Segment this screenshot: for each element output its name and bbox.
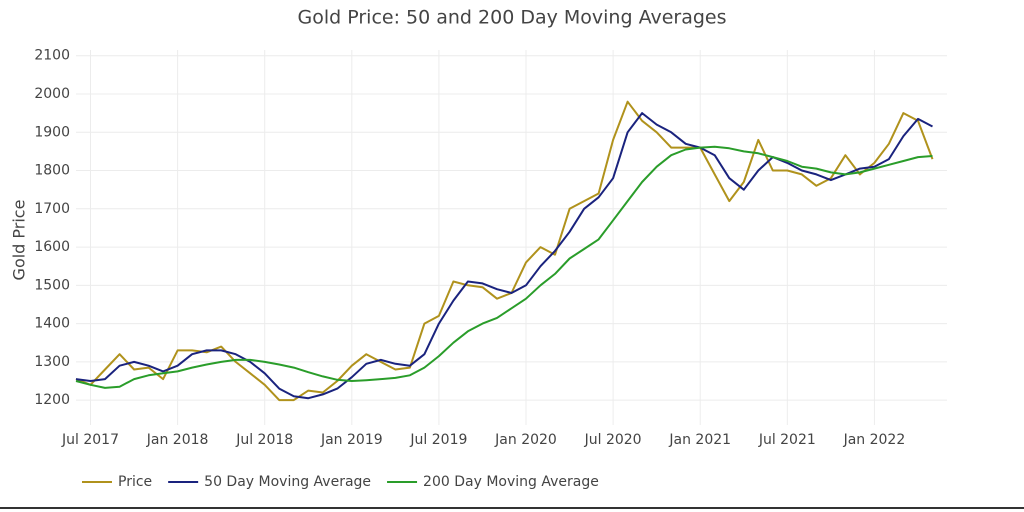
x-tick-label: Jan 2020 bbox=[494, 432, 557, 448]
y-tick-label: 1400 bbox=[34, 316, 70, 332]
y-tick-label: 1800 bbox=[34, 163, 70, 179]
y-tick-label: 1900 bbox=[34, 124, 70, 140]
x-tick-label: Jul 2017 bbox=[61, 432, 119, 448]
y-tick-label: 2100 bbox=[34, 48, 70, 64]
legend-label: 50 Day Moving Average bbox=[204, 474, 371, 490]
x-tick-label: Jul 2019 bbox=[409, 432, 467, 448]
x-tick-label: Jan 2021 bbox=[668, 432, 731, 448]
series-line bbox=[75, 100, 934, 402]
y-tick-label: 1700 bbox=[34, 201, 70, 217]
y-tick-label: 1600 bbox=[34, 239, 70, 255]
x-tick-label: Jan 2022 bbox=[843, 432, 906, 448]
x-tick-label: Jan 2019 bbox=[320, 432, 383, 448]
x-tick-label: Jan 2018 bbox=[146, 432, 209, 448]
x-tick-label: Jul 2018 bbox=[235, 432, 293, 448]
x-tick-label: Jul 2021 bbox=[758, 432, 816, 448]
legend-label: Price bbox=[118, 474, 152, 490]
y-tick-label: 1500 bbox=[34, 277, 70, 293]
y-tick-label: 2000 bbox=[34, 86, 70, 102]
series-line bbox=[75, 112, 933, 400]
y-tick-label: 1200 bbox=[34, 392, 70, 408]
chart-title: Gold Price: 50 and 200 Day Moving Averag… bbox=[298, 7, 727, 29]
y-axis-title: Gold Price bbox=[10, 200, 29, 281]
x-tick-label: Jul 2020 bbox=[584, 432, 642, 448]
y-tick-label: 1300 bbox=[34, 354, 70, 370]
series-line bbox=[75, 145, 933, 389]
legend-label: 200 Day Moving Average bbox=[423, 474, 599, 490]
